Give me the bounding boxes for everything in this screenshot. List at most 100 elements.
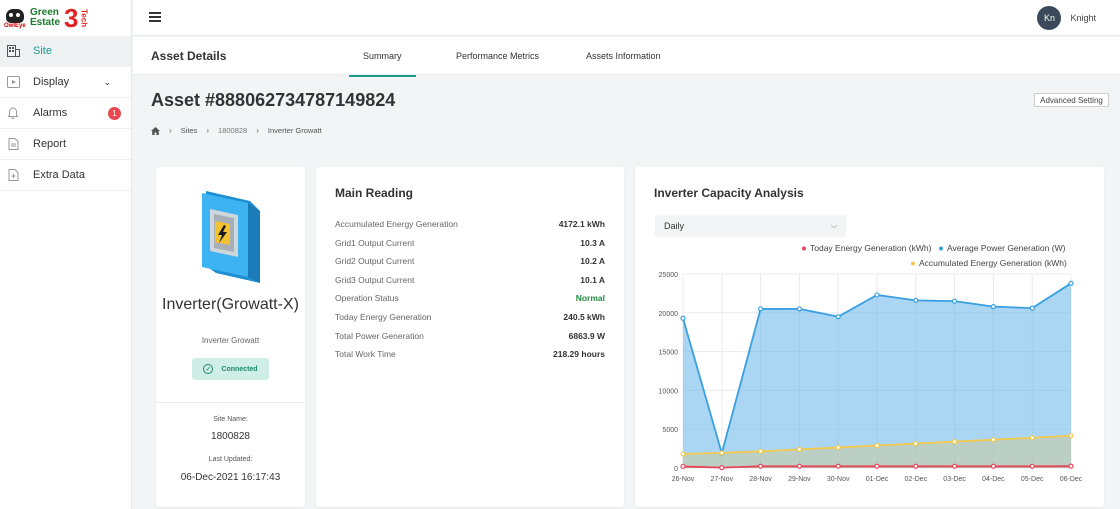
brand-number: 3 <box>64 3 79 33</box>
data-point[interactable] <box>952 463 958 469</box>
device-subtitle: Inverter Growatt <box>201 336 260 345</box>
data-point[interactable] <box>757 463 764 469</box>
data-point[interactable] <box>913 440 919 447</box>
sidebar-item-label: Site <box>33 45 52 57</box>
sidebar-item-site[interactable]: Site <box>0 36 131 67</box>
home-icon[interactable] <box>151 126 160 135</box>
legend-entry[interactable]: Accumulated Energy Generation (kWh) <box>919 258 1067 268</box>
period-select[interactable]: Daily ⌵ <box>655 215 846 237</box>
data-point[interactable] <box>719 450 725 456</box>
reading-label: Operation Status <box>335 293 399 304</box>
data-point[interactable] <box>757 448 764 454</box>
reading-label: Accumulated Energy Generation <box>335 219 458 229</box>
data-point[interactable] <box>835 463 841 469</box>
series-area <box>683 283 1071 468</box>
breadcrumb: › Sites › 1800828 › Inverter Growatt <box>151 126 322 135</box>
owl-logo-icon: OwlEye <box>4 7 26 29</box>
file-plus-icon <box>6 168 20 182</box>
sidebar-nav: Site Display ⌄ Alarms 1 Report Extra Data <box>0 36 131 191</box>
data-point[interactable] <box>719 465 725 471</box>
data-point[interactable] <box>835 314 841 320</box>
reading-value: 10.1 A <box>580 274 605 285</box>
sidebar-item-extra-data[interactable]: Extra Data <box>0 160 131 191</box>
data-point[interactable] <box>874 442 880 449</box>
legend-marker <box>911 261 915 266</box>
reading-row: Grid2 Output Current 10.2 A <box>335 256 605 270</box>
avatar[interactable]: Kn <box>1037 6 1062 30</box>
breadcrumb-separator-icon: › <box>256 126 259 135</box>
data-point[interactable] <box>952 298 958 304</box>
period-select-value: Daily <box>664 221 685 231</box>
data-point[interactable] <box>796 463 802 469</box>
data-point[interactable] <box>1068 280 1074 286</box>
building-icon <box>6 44 20 58</box>
site-name-value: 1800828 <box>211 431 250 442</box>
file-icon <box>6 137 20 151</box>
breadcrumb-sites[interactable]: Sites <box>180 126 198 135</box>
y-tick-label: 5000 <box>662 427 678 434</box>
breadcrumb-current: Inverter Growatt <box>267 126 322 135</box>
data-point[interactable] <box>796 446 802 452</box>
reading-value: 10.3 A <box>580 237 605 248</box>
data-point[interactable] <box>835 444 841 451</box>
data-point[interactable] <box>952 439 958 445</box>
top-bar: Kn Knight <box>133 0 1120 36</box>
x-tick-label: 06-Dec <box>1060 476 1083 483</box>
last-updated-label: Last Updated: <box>208 456 253 463</box>
data-point[interactable] <box>874 463 880 469</box>
status-badge: ✓ Connected <box>192 358 269 380</box>
tab-assets-information[interactable]: Assets Information <box>586 51 661 61</box>
series-area <box>683 435 1071 468</box>
reading-value: Normal <box>575 293 605 304</box>
data-point[interactable] <box>990 437 996 443</box>
brand-suffix: Tech <box>79 8 89 28</box>
sidebar-item-label: Display <box>33 76 70 88</box>
data-point[interactable] <box>680 463 686 470</box>
breadcrumb-separator-icon: › <box>206 126 210 135</box>
data-point[interactable] <box>1029 305 1035 311</box>
reading-row: Total Power Generation 6863.9 W <box>335 331 605 345</box>
legend-entry[interactable]: Average Power Generation (W) <box>947 243 1066 253</box>
data-point[interactable] <box>874 292 880 298</box>
data-point[interactable] <box>1068 463 1074 469</box>
device-name: Inverter(Growatt-X) <box>162 296 299 313</box>
data-point[interactable] <box>913 463 919 469</box>
data-point[interactable] <box>990 303 996 310</box>
capacity-card: Inverter Capacity Analysis Daily ⌵ 0 5000… <box>635 167 1104 507</box>
sidebar-item-alarms[interactable]: Alarms 1 <box>0 98 131 129</box>
data-point[interactable] <box>1029 463 1035 469</box>
data-point[interactable] <box>680 315 686 321</box>
user-name[interactable]: Knight <box>1070 13 1096 23</box>
brand-name-line1: Green <box>30 7 59 18</box>
data-point[interactable] <box>913 297 919 303</box>
reading-label: Grid1 Output Current <box>335 237 415 248</box>
data-point[interactable] <box>680 451 686 457</box>
sidebar-item-display[interactable]: Display ⌄ <box>0 67 131 98</box>
chevron-down-icon[interactable]: ⌄ <box>103 77 111 87</box>
legend-marker <box>802 246 806 251</box>
tab-summary[interactable]: Summary <box>349 51 415 77</box>
data-point[interactable] <box>796 306 802 312</box>
brand-logo[interactable]: OwlEye Green Estate 3 Tech <box>0 0 131 36</box>
user-menu[interactable]: Kn Knight <box>1037 6 1096 30</box>
advanced-setting-button[interactable]: Advanced Setting <box>1034 93 1109 107</box>
sidebar-item-report[interactable]: Report <box>0 129 131 160</box>
data-point[interactable] <box>1029 435 1035 441</box>
breadcrumb-site-id[interactable]: 1800828 <box>218 126 248 135</box>
reading-label: Grid3 Output Current <box>335 274 415 285</box>
divider <box>156 402 305 403</box>
legend-entry[interactable]: Today Energy Generation (kWh) <box>810 243 932 253</box>
data-point[interactable] <box>757 306 764 312</box>
menu-toggle-icon[interactable] <box>149 12 161 22</box>
data-point[interactable] <box>1068 433 1074 439</box>
data-point[interactable] <box>990 463 996 469</box>
tab-performance-metrics[interactable]: Performance Metrics <box>456 51 540 61</box>
x-tick-label: 30-Nov <box>827 476 850 483</box>
sidebar-item-label: Report <box>33 138 67 150</box>
chevron-down-icon: ⌵ <box>830 221 837 230</box>
reading-row: Grid1 Output Current 10.3 A <box>335 238 605 252</box>
y-tick-label: 10000 <box>659 388 679 395</box>
x-tick-label: 05-Dec <box>1021 476 1044 483</box>
reading-label: Grid2 Output Current <box>335 256 415 267</box>
y-tick-label: 15000 <box>659 350 679 357</box>
